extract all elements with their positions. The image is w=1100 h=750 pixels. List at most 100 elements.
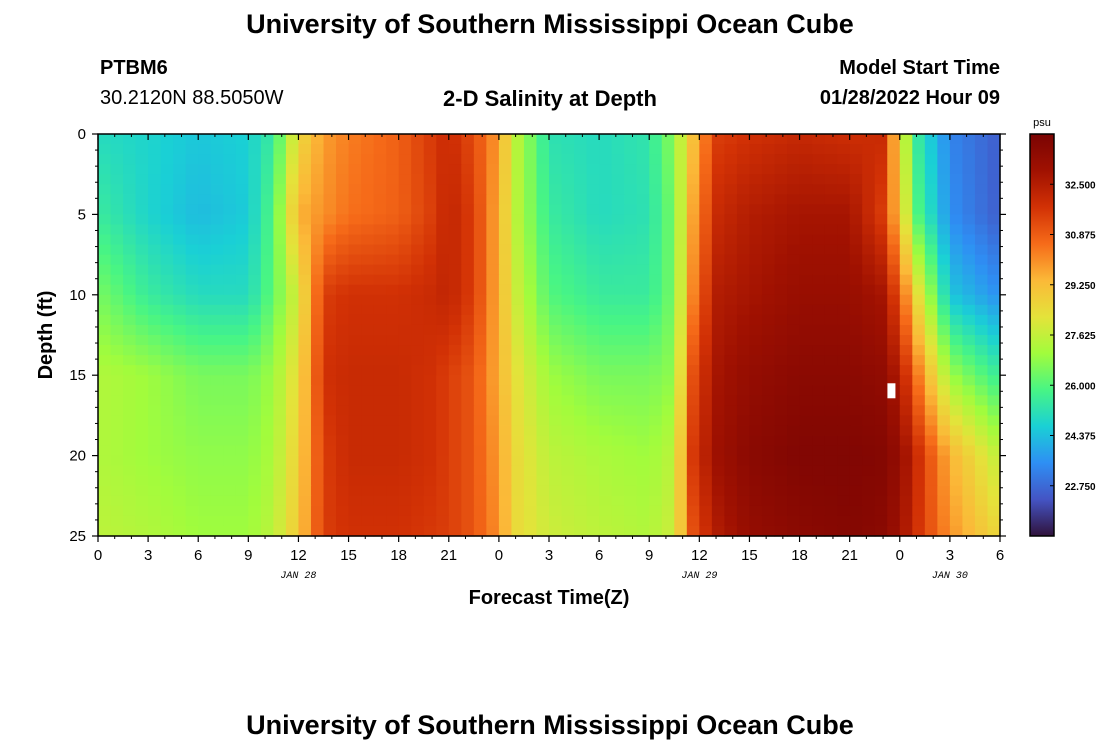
- heatmap-cell: [837, 445, 851, 457]
- heatmap-cell: [386, 274, 400, 286]
- heatmap-cell: [599, 365, 613, 376]
- heatmap-cell: [135, 465, 149, 477]
- heatmap-cell: [699, 224, 713, 236]
- heatmap-cell: [148, 274, 162, 286]
- heatmap-cell: [924, 515, 938, 527]
- heatmap-cell: [398, 425, 412, 437]
- heatmap-cell: [398, 355, 412, 366]
- heatmap-cell: [486, 385, 500, 396]
- heatmap-cell: [198, 505, 212, 517]
- heatmap-cell: [386, 525, 400, 537]
- heatmap-cell: [398, 154, 412, 165]
- heatmap-cell: [285, 204, 300, 215]
- heatmap-cell: [448, 335, 462, 346]
- heatmap-cell: [348, 244, 362, 256]
- heatmap-cell: [674, 365, 688, 376]
- heatmap-cell: [398, 244, 412, 256]
- heatmap-cell: [323, 505, 337, 517]
- heatmap-cell: [586, 475, 600, 487]
- heatmap-cell: [736, 395, 751, 406]
- heatmap-cell: [123, 164, 137, 175]
- heatmap-cell: [160, 264, 174, 276]
- heatmap-cell: [123, 355, 137, 366]
- heatmap-cell: [561, 515, 575, 527]
- heatmap-cell: [260, 264, 274, 276]
- heatmap-cell: [285, 174, 300, 185]
- heatmap-cell: [110, 234, 124, 246]
- heatmap-cell: [937, 144, 951, 155]
- heatmap-cell: [185, 435, 199, 447]
- heatmap-cell: [812, 475, 826, 487]
- heatmap-cell: [624, 254, 638, 266]
- heatmap-cell: [436, 335, 450, 346]
- heatmap-cell: [787, 395, 801, 406]
- heatmap-cell: [799, 134, 813, 145]
- heatmap-cell: [987, 174, 1001, 185]
- heatmap-cell: [473, 455, 487, 467]
- heatmap-cell: [611, 425, 625, 437]
- heatmap-cell: [373, 505, 387, 517]
- heatmap-cell: [862, 184, 876, 195]
- heatmap-cell: [448, 294, 462, 306]
- heatmap-cell: [135, 134, 149, 145]
- heatmap-cell: [511, 214, 525, 226]
- heatmap-cell: [661, 214, 675, 226]
- heatmap-cell: [436, 365, 450, 376]
- heatmap-cell: [260, 154, 274, 165]
- heatmap-cell: [849, 495, 863, 507]
- heatmap-cell: [461, 445, 475, 457]
- heatmap-cell: [361, 264, 375, 276]
- heatmap-cell: [486, 234, 500, 246]
- heatmap-cell: [899, 154, 913, 165]
- heatmap-cell: [411, 405, 425, 416]
- heatmap-cell: [761, 144, 776, 155]
- heatmap-cell: [586, 194, 600, 205]
- heatmap-cell: [611, 204, 625, 215]
- heatmap-cell: [774, 134, 788, 145]
- heatmap-cell: [160, 214, 174, 226]
- heatmap-cell: [549, 455, 563, 467]
- heatmap-cell: [812, 385, 826, 396]
- heatmap-cell: [135, 525, 149, 537]
- heatmap-cell: [523, 335, 538, 346]
- heatmap-cell: [135, 294, 149, 306]
- heatmap-cell: [774, 495, 788, 507]
- heatmap-cell: [812, 405, 826, 416]
- heatmap-cell: [411, 224, 425, 236]
- heatmap-cell: [185, 405, 199, 416]
- heatmap-cell: [110, 465, 124, 477]
- heatmap-cell: [210, 244, 224, 256]
- heatmap-cell: [699, 365, 713, 376]
- heatmap-cell: [185, 365, 199, 376]
- heatmap-cell: [962, 405, 976, 416]
- heatmap-cell: [310, 154, 325, 165]
- heatmap-cell: [448, 495, 462, 507]
- heatmap-cell: [787, 425, 801, 437]
- heatmap-cell: [674, 224, 688, 236]
- heatmap-cell: [624, 375, 638, 386]
- heatmap-cell: [799, 314, 813, 326]
- heatmap-cell: [611, 335, 625, 346]
- heatmap-cell: [937, 134, 951, 145]
- heatmap-cell: [661, 465, 675, 477]
- heatmap-cell: [937, 264, 951, 276]
- heatmap-cell: [549, 134, 563, 145]
- heatmap-cell: [260, 284, 274, 296]
- heatmap-cell: [962, 294, 976, 306]
- heatmap-cell: [473, 144, 487, 155]
- heatmap-cell: [887, 375, 901, 386]
- heatmap-cell: [198, 415, 212, 427]
- heatmap-cell: [235, 304, 249, 316]
- heatmap-cell: [924, 284, 938, 296]
- heatmap-cell: [260, 465, 274, 477]
- heatmap-cell: [599, 335, 613, 346]
- heatmap-cell: [148, 395, 162, 406]
- heatmap-cell: [874, 244, 888, 256]
- heatmap-cell: [398, 144, 412, 155]
- heatmap-cell: [411, 204, 425, 215]
- heatmap-cell: [574, 405, 588, 416]
- heatmap-cell: [373, 314, 387, 326]
- heatmap-cell: [411, 435, 425, 447]
- heatmap-cell: [661, 375, 675, 386]
- heatmap-cell: [874, 335, 888, 346]
